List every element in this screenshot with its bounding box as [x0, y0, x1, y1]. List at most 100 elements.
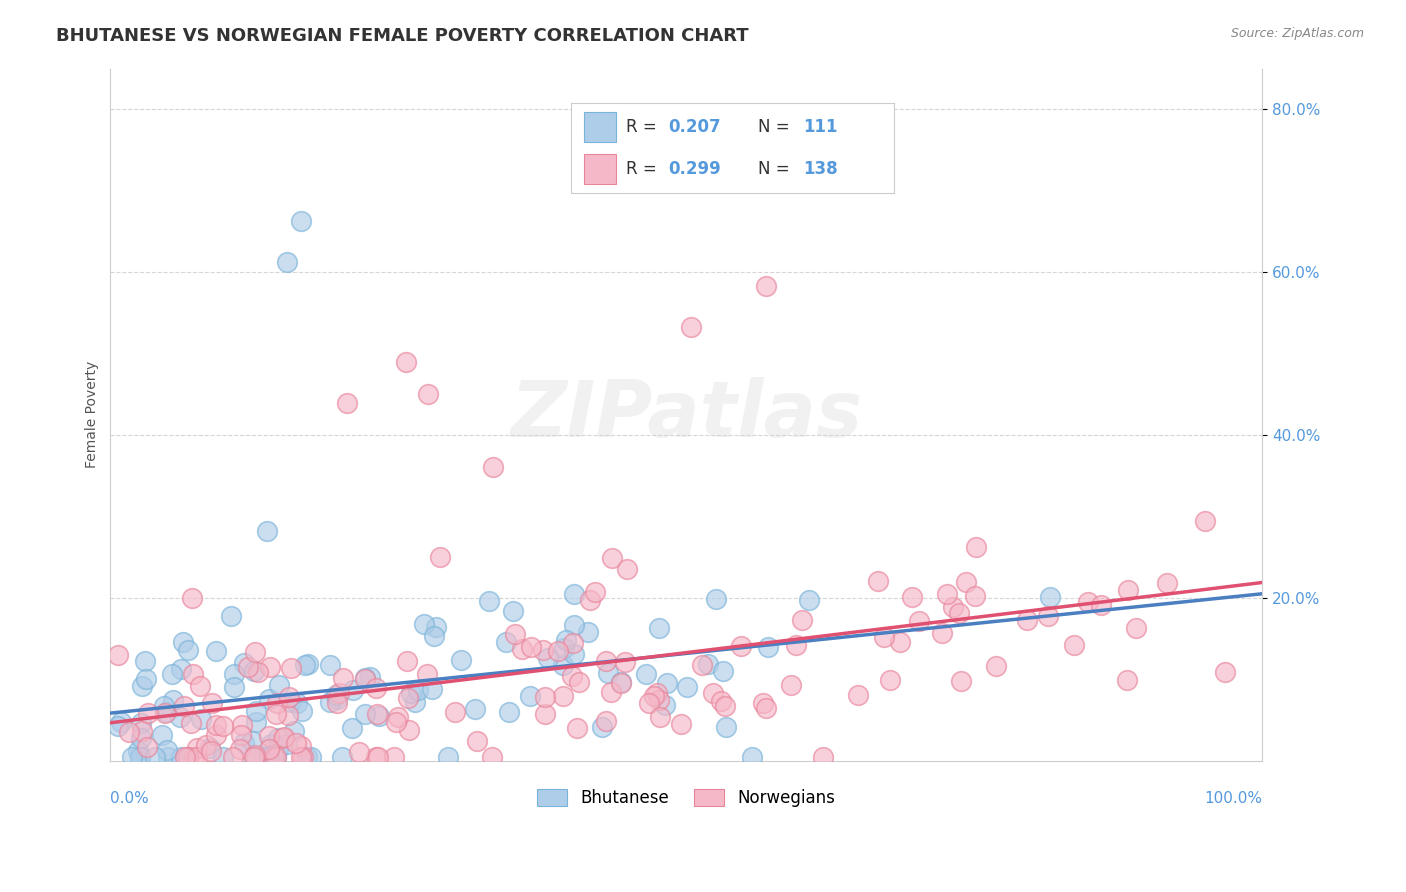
Point: [170, 750, 193, 764]
Point: [284, 736, 307, 750]
Point: [785, 638, 807, 652]
Point: [1090, 598, 1112, 612]
Point: [936, 587, 959, 601]
Point: [211, 719, 233, 733]
Point: [188, 679, 211, 693]
Point: [233, 736, 256, 750]
Point: [221, 609, 243, 624]
Point: [429, 550, 451, 565]
Legend: Bhutanese, Norwegians: Bhutanese, Norwegians: [529, 780, 844, 815]
Point: [295, 750, 318, 764]
Point: [283, 724, 305, 739]
Point: [332, 671, 354, 685]
Point: [879, 673, 901, 688]
Point: [259, 692, 281, 706]
Point: [186, 741, 208, 756]
Point: [741, 750, 763, 764]
Point: [134, 654, 156, 668]
Point: [669, 717, 692, 731]
Point: [955, 574, 977, 589]
Point: [200, 743, 222, 757]
Point: [135, 672, 157, 686]
Point: [564, 647, 586, 661]
Point: [276, 737, 298, 751]
Point: [267, 678, 290, 692]
Text: ZIPatlas: ZIPatlas: [510, 376, 862, 453]
Point: [280, 695, 302, 709]
Point: [267, 742, 290, 756]
Point: [965, 540, 987, 554]
Point: [600, 551, 623, 566]
Point: [280, 661, 302, 675]
Point: [319, 695, 342, 709]
Point: [643, 689, 665, 703]
Point: [156, 742, 179, 756]
Point: [236, 660, 259, 674]
Point: [562, 587, 585, 601]
Point: [169, 710, 191, 724]
Point: [636, 667, 658, 681]
Point: [285, 696, 308, 710]
Point: [399, 685, 422, 699]
Point: [437, 750, 460, 764]
Point: [319, 657, 342, 672]
Point: [107, 648, 129, 663]
Point: [942, 599, 965, 614]
Point: [243, 645, 266, 659]
Point: [253, 749, 276, 764]
Point: [277, 690, 299, 704]
Point: [291, 705, 314, 719]
Point: [679, 319, 702, 334]
Point: [711, 664, 734, 678]
Point: [755, 701, 778, 715]
Point: [143, 750, 166, 764]
Point: [232, 657, 254, 671]
Point: [127, 744, 149, 758]
Point: [297, 657, 319, 671]
Point: [156, 750, 179, 764]
Point: [534, 690, 557, 705]
Point: [495, 635, 517, 649]
Point: [654, 698, 676, 712]
Point: [420, 682, 443, 697]
Point: [366, 706, 388, 721]
Point: [595, 654, 617, 668]
Point: [519, 689, 541, 703]
Point: [425, 620, 447, 634]
Point: [531, 643, 554, 657]
Point: [336, 396, 359, 410]
Point: [247, 665, 270, 679]
Point: [413, 616, 436, 631]
Point: [638, 696, 661, 710]
Point: [568, 674, 591, 689]
Point: [177, 750, 200, 764]
Point: [616, 562, 638, 576]
Point: [129, 731, 152, 745]
Point: [190, 712, 212, 726]
Point: [561, 669, 583, 683]
Text: Source: ZipAtlas.com: Source: ZipAtlas.com: [1230, 27, 1364, 40]
Point: [1077, 594, 1099, 608]
Point: [245, 748, 267, 763]
Point: [186, 750, 208, 764]
Point: [153, 706, 176, 721]
Point: [512, 642, 534, 657]
Point: [537, 651, 560, 665]
Point: [266, 750, 288, 764]
Point: [692, 658, 714, 673]
Point: [326, 692, 349, 706]
Point: [396, 654, 419, 668]
Point: [240, 734, 263, 748]
Point: [655, 676, 678, 690]
Point: [359, 670, 381, 684]
Point: [533, 707, 555, 722]
Point: [730, 639, 752, 653]
Point: [465, 733, 488, 747]
Point: [367, 750, 389, 764]
Point: [478, 594, 501, 608]
Point: [415, 666, 437, 681]
Point: [755, 278, 778, 293]
Point: [553, 641, 575, 656]
Point: [222, 680, 245, 694]
Point: [131, 679, 153, 693]
